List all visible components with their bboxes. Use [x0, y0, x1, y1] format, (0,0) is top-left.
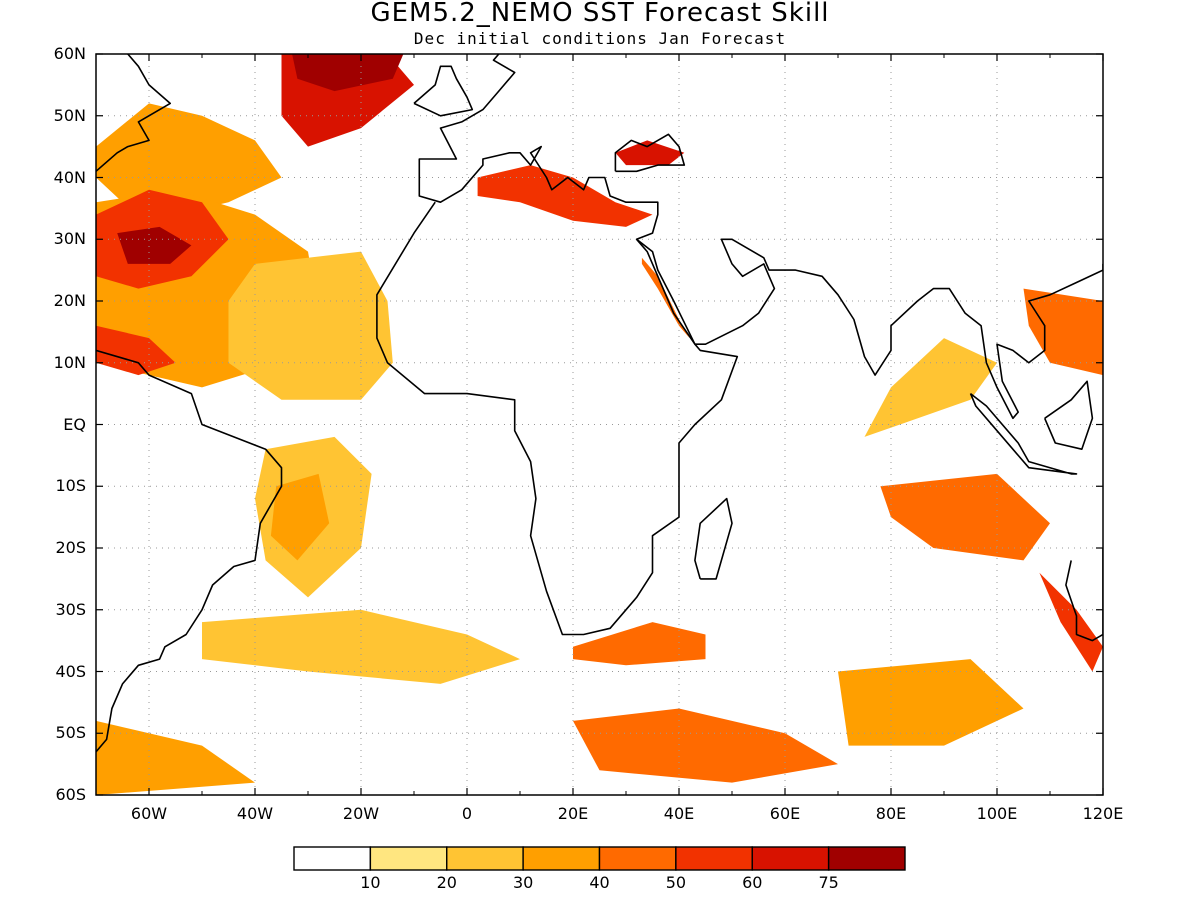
sumatra-java-coast	[969, 392, 1078, 475]
colorbar-level-label: 75	[818, 873, 839, 892]
colorbar-box	[446, 846, 524, 871]
colorbar-level-label: 30	[512, 873, 534, 892]
lat-label: 40N	[53, 167, 86, 187]
colorbar-box	[522, 846, 601, 871]
map-subtitle: Dec initial conditions Jan Forecast	[413, 29, 787, 48]
arabia-india-coast	[636, 238, 1103, 420]
lat-label: 40S	[55, 661, 86, 681]
black-sea-coast	[614, 133, 686, 173]
lat-label: 60N	[53, 44, 86, 63]
north-america-coast	[96, 54, 171, 172]
lat-label: 20S	[55, 538, 86, 557]
skill-region-0	[96, 103, 282, 215]
lon-label: 20E	[557, 804, 589, 823]
colorbar-box	[751, 846, 830, 871]
skill-region-9	[615, 140, 685, 166]
colorbar-level-label: 40	[589, 873, 610, 892]
skill-region-16	[573, 708, 838, 783]
africa-eurasia-coast	[376, 54, 739, 636]
lon-label: 80E	[875, 804, 907, 823]
skill-region-21	[1023, 288, 1103, 376]
australia-coast	[1065, 548, 1103, 642]
lon-label: 60W	[130, 804, 168, 823]
lat-label: 50S	[55, 723, 86, 743]
lat-label: 50N	[53, 105, 86, 125]
colorbar-level-label: 50	[665, 873, 687, 892]
lat-label: 10S	[55, 476, 86, 496]
skill-region-18	[880, 473, 1050, 561]
lat-label: 10N	[53, 352, 86, 372]
skill-region-13	[573, 622, 706, 666]
europe-north-coast	[413, 65, 474, 117]
south-america-coast	[96, 349, 283, 753]
colorbar-box	[293, 846, 372, 871]
skill-region-7	[96, 325, 176, 376]
lon-label: 0	[461, 804, 473, 823]
skill-region-20	[864, 338, 997, 437]
skill-region-15	[96, 720, 255, 795]
skill-region-14	[202, 609, 520, 684]
lat-label: EQ	[63, 414, 86, 434]
lat-label: 60S	[55, 785, 86, 804]
lon-label: 100E	[976, 804, 1018, 823]
skill-region-17	[838, 659, 1024, 746]
colorbar-level-label: 10	[360, 873, 381, 892]
lat-label: 30S	[55, 599, 86, 619]
skill-region-3	[117, 226, 192, 264]
lat-label: 20N	[53, 291, 86, 310]
lon-label: 40W	[236, 804, 274, 823]
lon-label: 60E	[769, 804, 801, 823]
colorbar-level-label: 60	[742, 873, 763, 892]
borneo-coast	[1043, 380, 1094, 451]
skill-contours	[96, 54, 1103, 795]
skill-region-19	[1039, 572, 1103, 672]
skill-region-12	[270, 473, 330, 561]
lon-label: 120E	[1082, 804, 1124, 823]
map-title: GEM5.2_NEMO SST Forecast Skill	[370, 0, 830, 28]
coastlines	[96, 54, 1103, 753]
lon-label: 20W	[342, 804, 380, 823]
colorbar-box	[369, 846, 448, 871]
colorbar-level-label: 20	[436, 873, 457, 892]
colorbar-box	[675, 846, 753, 871]
lat-label: 30N	[53, 229, 86, 249]
skill-region-6	[228, 251, 393, 400]
madagascar-coast	[694, 497, 733, 580]
axis-ticks	[96, 53, 1104, 796]
skill-region-5	[292, 54, 404, 92]
colorbar-box	[827, 846, 906, 871]
colorbar-box	[598, 846, 677, 871]
lon-label: 40E	[663, 804, 695, 823]
colorbar	[293, 846, 906, 871]
skill-region-8	[477, 165, 653, 227]
